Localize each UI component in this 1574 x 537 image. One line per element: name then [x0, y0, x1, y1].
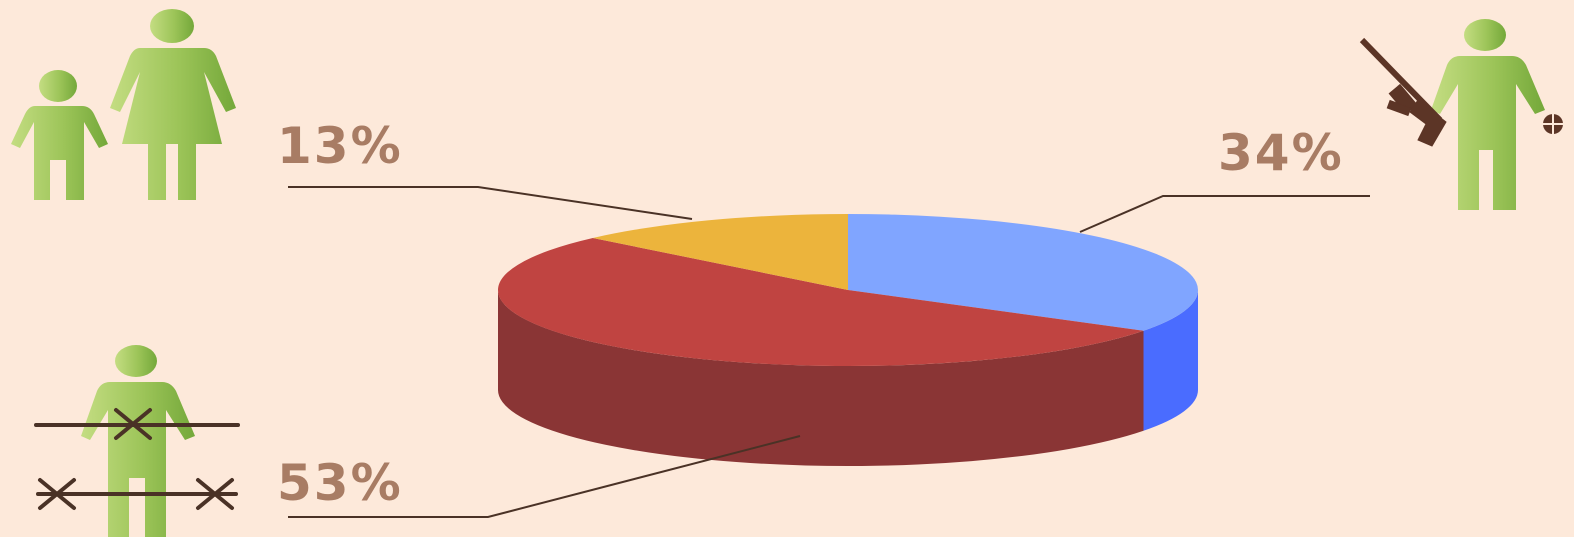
slice-labels: 34% 53% 13%: [277, 117, 1344, 512]
pie-chart: [497, 214, 1198, 466]
slice-label-34: 34%: [1218, 124, 1344, 182]
leader-line-34: [1079, 195, 1370, 233]
leader-lines: [288, 186, 1370, 518]
leader-line-53: [288, 435, 801, 518]
pie-slice-53: [497, 237, 1144, 366]
pie-slice-34: [848, 214, 1198, 331]
slice-label-53: 53%: [277, 454, 403, 512]
leader-line-13: [288, 186, 693, 220]
pie-slice-13: [592, 214, 848, 290]
armed-man-icon: [1359, 19, 1563, 210]
slice-label-13: 13%: [277, 117, 403, 175]
mother-and-child-icon: [11, 9, 236, 200]
pie-side-34: [1143, 290, 1198, 431]
pie-side-53: [498, 290, 1144, 466]
crossed-out-man-icon: [34, 345, 240, 537]
icons-layer: [11, 9, 1563, 537]
